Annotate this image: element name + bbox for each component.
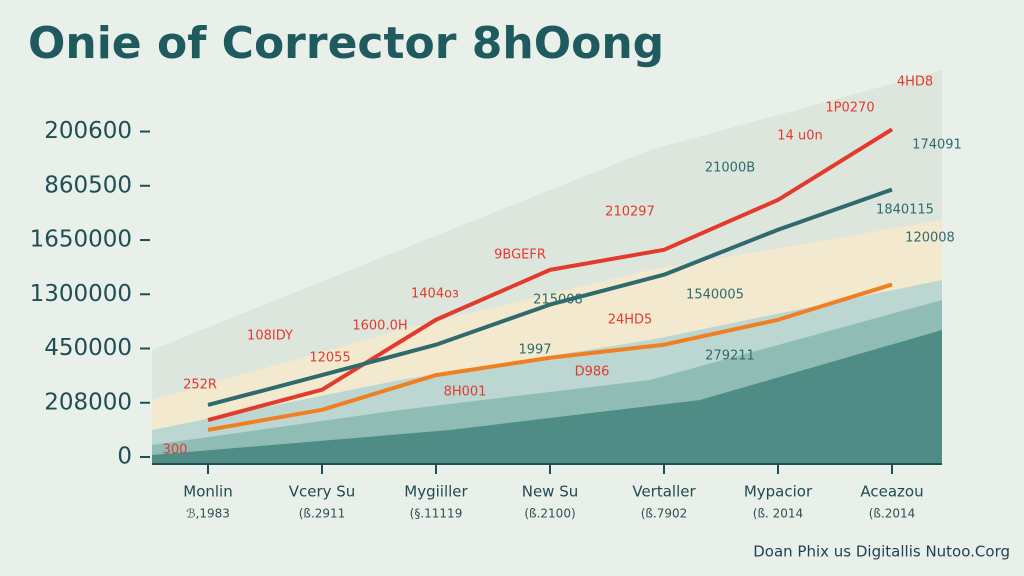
annotation: 12055 xyxy=(309,351,350,366)
annotation: 21000B xyxy=(705,161,755,176)
annotation: 108IDY xyxy=(247,329,293,344)
annotation: 300 xyxy=(163,443,188,458)
y-tick-label: 860500 xyxy=(44,172,132,198)
x-tick-label: Mygiiller xyxy=(404,483,468,501)
x-tick-sublabel: (ß.7902 xyxy=(641,507,688,521)
x-tick-label: Mypacior xyxy=(744,483,813,501)
line-series xyxy=(207,127,894,423)
annotation: 1840115 xyxy=(876,203,934,218)
annotation: 1997 xyxy=(518,343,551,358)
chart-title: Onie of Corrector 8hOong xyxy=(28,18,664,69)
x-tick-sublabel: (ß. 2014 xyxy=(753,507,803,521)
annotation: 9BGEFR xyxy=(494,248,546,263)
annotation: 174091 xyxy=(912,138,962,153)
x-tick-label: Aceazou xyxy=(860,483,923,501)
x-tick-sublabel: (ß.2911 xyxy=(299,507,346,521)
annotation: 210297 xyxy=(605,205,655,220)
x-tick-label: Vcery Su xyxy=(289,483,356,501)
y-tick-label: 450000 xyxy=(44,335,132,361)
annotation: 252R xyxy=(183,378,217,393)
annotation: D986 xyxy=(575,365,610,380)
annotation: 120008 xyxy=(905,231,955,246)
line-series xyxy=(207,282,893,432)
annotation: 1404oз xyxy=(411,287,459,302)
y-tick-label: 1300000 xyxy=(30,281,132,307)
annotation: 14 u0n xyxy=(777,129,822,144)
annotation: 215008 xyxy=(533,293,583,308)
x-tick-sublabel: ℬ,1983 xyxy=(186,507,230,521)
annotation: 1P0270 xyxy=(825,101,874,116)
x-tick-label: Monlin xyxy=(183,483,232,501)
y-tick-label: 0 xyxy=(117,444,132,470)
annotation: 8H001 xyxy=(444,385,487,400)
y-tick-label: 200600 xyxy=(44,118,132,144)
x-tick-sublabel: (ß.2100) xyxy=(524,507,575,521)
x-tick-label: Vertaller xyxy=(632,483,696,501)
footer: Doan Phix us Digitallis Nutoo.Corg xyxy=(753,543,1010,561)
backdrop-band xyxy=(152,330,942,464)
y-tick-label: 1650000 xyxy=(30,227,132,253)
annotation: 24HD5 xyxy=(608,313,653,328)
line-series xyxy=(207,187,893,407)
annotation: 1600.0H xyxy=(352,319,407,334)
annotation: 4HD8 xyxy=(897,75,933,90)
x-tick-sublabel: (ß.2014 xyxy=(869,507,916,521)
x-tick-label: New Su xyxy=(522,483,579,501)
y-tick-label: 208000 xyxy=(44,389,132,415)
annotation: 279211 xyxy=(705,349,755,364)
annotation: 1540005 xyxy=(686,288,744,303)
x-tick-sublabel: (§.11119 xyxy=(410,507,463,521)
